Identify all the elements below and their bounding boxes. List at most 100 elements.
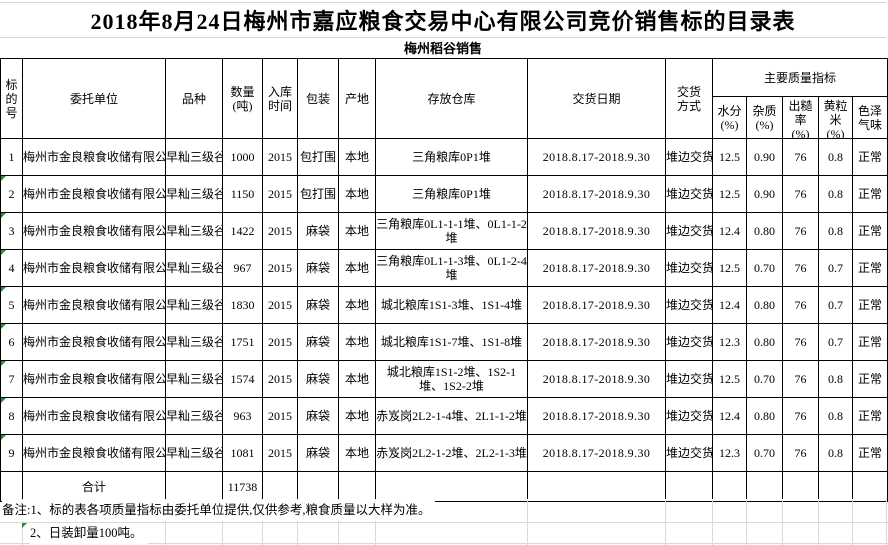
cell-impurities: 0.70 [746,360,783,398]
cell-storage-time: 2015 [262,323,298,361]
header-yellow-grain: 黄粒 米 (%) [818,96,853,139]
total-empty-cell [746,471,783,502]
table-row: 2 梅州市金良粮食收储有限公司 早籼三级谷 1150 2015 包打围 本地 三… [0,175,888,213]
cell-yellow-grain: 0.8 [818,212,853,250]
header-delivery-method: 交货 方式 [665,58,713,139]
cell-delivery-method: 堆边交货 [665,323,713,361]
cell-moisture: 12.3 [712,434,747,472]
cell-milling-rate: 76 [782,286,819,324]
cell-delivery-date: 2018.8.17-2018.9.30 [527,175,666,213]
total-empty-variety [165,471,223,502]
gridline-horizontal [0,543,888,544]
cell-milling-rate: 76 [782,360,819,398]
cell-delivery-date: 2018.8.17-2018.9.30 [527,434,666,472]
total-empty-cell [297,471,339,502]
header-company: 委托单位 [22,58,166,139]
header-bid-no: 标 的 号 [0,58,23,139]
cell-warehouse: 城北粮库1S1-7堆、1S1-8堆 [375,323,528,361]
cell-quantity: 1150 [222,175,263,213]
table-row: 5 梅州市金良粮食收储有限公司 早籼三级谷 1830 2015 麻袋 本地 城北… [0,286,888,324]
table-row: 4 梅州市金良粮食收储有限公司 早籼三级谷 967 2015 麻袋 本地 三角粮… [0,249,888,287]
cell-impurities: 0.90 [746,138,783,176]
cell-impurities: 0.70 [746,434,783,472]
cell-warehouse: 三角粮库0L1-1-1堆、0L1-1-2堆 [375,212,528,250]
cell-warehouse: 城北粮库1S1-2堆、1S2-1堆、1S2-2堆 [375,360,528,398]
note-2: 2、日装卸量100吨。 [30,523,148,544]
cell-warehouse: 三角粮库0P1堆 [375,175,528,213]
cell-company: 梅州市金良粮食收储有限公司 [22,212,166,250]
note-1: 备注:1、标的表各项质量指标由委托单位提供,仅供参考,粮食质量以大样为准。 [2,500,436,521]
cell-delivery-date: 2018.8.17-2018.9.30 [527,397,666,435]
cell-quantity: 1830 [222,286,263,324]
cell-company: 梅州市金良粮食收储有限公司 [22,249,166,287]
cell-company: 梅州市金良粮食收储有限公司 [22,360,166,398]
cell-yellow-grain: 0.7 [818,323,853,361]
section-title: 梅州稻谷销售 [403,41,482,56]
cell-warehouse: 三角粮库0L1-1-3堆、0L1-2-4堆 [375,249,528,287]
cell-yellow-grain: 0.8 [818,434,853,472]
cell-origin: 本地 [338,175,376,213]
cell-moisture: 12.4 [712,212,747,250]
error-indicator-icon [1,398,6,403]
cell-packing: 麻袋 [297,360,339,398]
cell-color-odor: 正常 [851,175,888,213]
cell-milling-rate: 76 [782,397,819,435]
cell-delivery-date: 2018.8.17-2018.9.30 [527,138,666,176]
total-empty-cell [818,471,853,502]
cell-impurities: 0.80 [746,397,783,435]
cell-quantity: 967 [222,249,263,287]
total-label: 合计 [22,471,166,502]
header-origin: 产地 [338,58,376,139]
cell-delivery-date: 2018.8.17-2018.9.30 [527,286,666,324]
header-delivery-date: 交货日期 [527,58,666,139]
cell-delivery-method: 堆边交货 [665,212,713,250]
document-title: 2018年8月24日梅州市嘉应粮食交易中心有限公司竞价销售标的目录表 [0,2,886,38]
cell-company: 梅州市金良粮食收储有限公司 [22,323,166,361]
cell-origin: 本地 [338,434,376,472]
error-indicator-icon [1,176,6,181]
cell-milling-rate: 76 [782,212,819,250]
cell-color-odor: 正常 [851,286,888,324]
cell-origin: 本地 [338,212,376,250]
header-quality-group: 主要质量指标 [711,58,888,97]
cell-origin: 本地 [338,323,376,361]
cell-milling-rate: 76 [782,138,819,176]
table-row: 1 梅州市金良粮食收储有限公司 早籼三级谷 1000 2015 包打围 本地 三… [0,138,888,176]
cell-quantity: 1574 [222,360,263,398]
table-row: 8 梅州市金良粮食收储有限公司 早籼三级谷 963 2015 麻袋 本地 赤岌岗… [0,397,888,435]
cell-bid-no: 4 [0,249,23,287]
cell-storage-time: 2015 [262,434,298,472]
header-variety: 品种 [165,58,223,139]
gridline-horizontal [0,522,888,523]
cell-moisture: 12.4 [712,397,747,435]
cell-moisture: 12.5 [712,249,747,287]
cell-company: 梅州市金良粮食收储有限公司 [22,434,166,472]
cell-milling-rate: 76 [782,249,819,287]
header-storage-time: 入库 时间 [262,58,298,139]
cell-company: 梅州市金良粮食收储有限公司 [22,138,166,176]
cell-packing: 麻袋 [297,323,339,361]
notes-area: 备注:1、标的表各项质量指标由委托单位提供,仅供参考,粮食质量以大样为准。 2、… [0,499,888,545]
cell-milling-rate: 76 [782,434,819,472]
cell-delivery-method: 堆边交货 [665,434,713,472]
table-row: 3 梅州市金良粮食收储有限公司 早籼三级谷 1422 2015 麻袋 本地 三角… [0,212,888,250]
cell-yellow-grain: 0.8 [818,138,853,176]
cell-storage-time: 2015 [262,212,298,250]
error-indicator-icon [1,250,6,255]
cell-storage-time: 2015 [262,397,298,435]
cell-color-odor: 正常 [851,249,888,287]
cell-quantity: 963 [222,397,263,435]
cell-company: 梅州市金良粮食收储有限公司 [22,286,166,324]
total-empty-cell [665,471,713,502]
cell-variety: 早籼三级谷 [165,175,223,213]
cell-delivery-date: 2018.8.17-2018.9.30 [527,323,666,361]
cell-delivery-date: 2018.8.17-2018.9.30 [527,360,666,398]
cell-milling-rate: 76 [782,323,819,361]
cell-storage-time: 2015 [262,175,298,213]
cell-warehouse: 城北粮库1S1-3堆、1S1-4堆 [375,286,528,324]
cell-color-odor: 正常 [851,212,888,250]
cell-origin: 本地 [338,360,376,398]
table-row: 9 梅州市金良粮食收储有限公司 早籼三级谷 1081 2015 麻袋 本地 赤岌… [0,434,888,472]
cell-delivery-method: 堆边交货 [665,249,713,287]
